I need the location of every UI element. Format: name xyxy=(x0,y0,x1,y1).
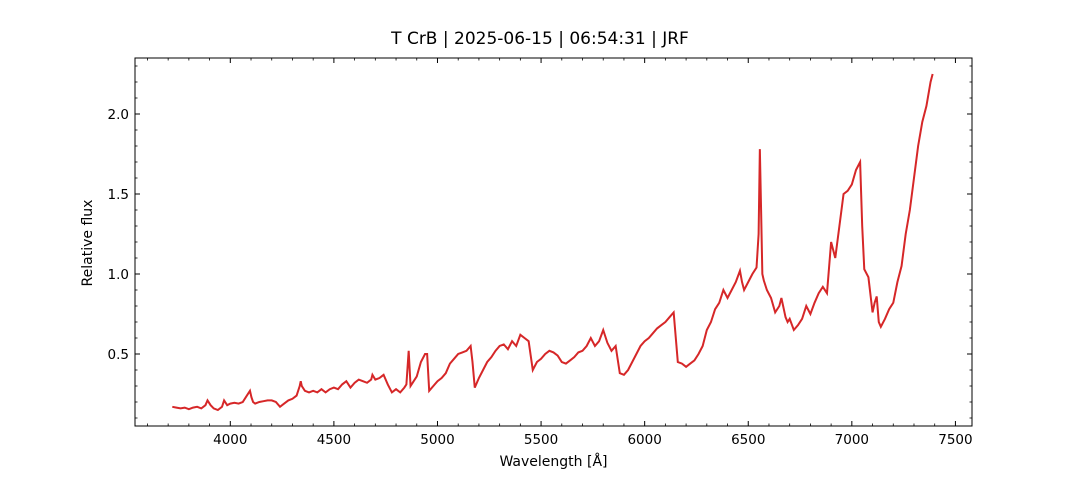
plot-area xyxy=(134,57,973,427)
y-tick-label: 0.5 xyxy=(108,347,129,363)
x-tick-label: 6500 xyxy=(731,432,765,448)
series-line xyxy=(172,73,934,412)
y-tick-label: 1.5 xyxy=(108,187,129,203)
x-tick-label: 4000 xyxy=(213,432,247,448)
y-axis-label: Relative flux xyxy=(80,199,96,287)
x-tick-label: 7500 xyxy=(938,432,972,448)
x-tick-label: 5000 xyxy=(420,432,454,448)
x-tick-label: 7000 xyxy=(835,432,869,448)
x-tick-label: 6000 xyxy=(627,432,661,448)
chart-title: T CrB | 2025-06-15 | 06:54:31 | JRF xyxy=(391,29,689,49)
y-tick-label: 2.0 xyxy=(108,107,129,123)
x-tick-label: 4500 xyxy=(317,432,351,448)
x-axis-label: Wavelength [Å] xyxy=(499,454,608,470)
y-tick-label: 1.0 xyxy=(108,267,129,283)
x-tick-label: 5500 xyxy=(524,432,558,448)
